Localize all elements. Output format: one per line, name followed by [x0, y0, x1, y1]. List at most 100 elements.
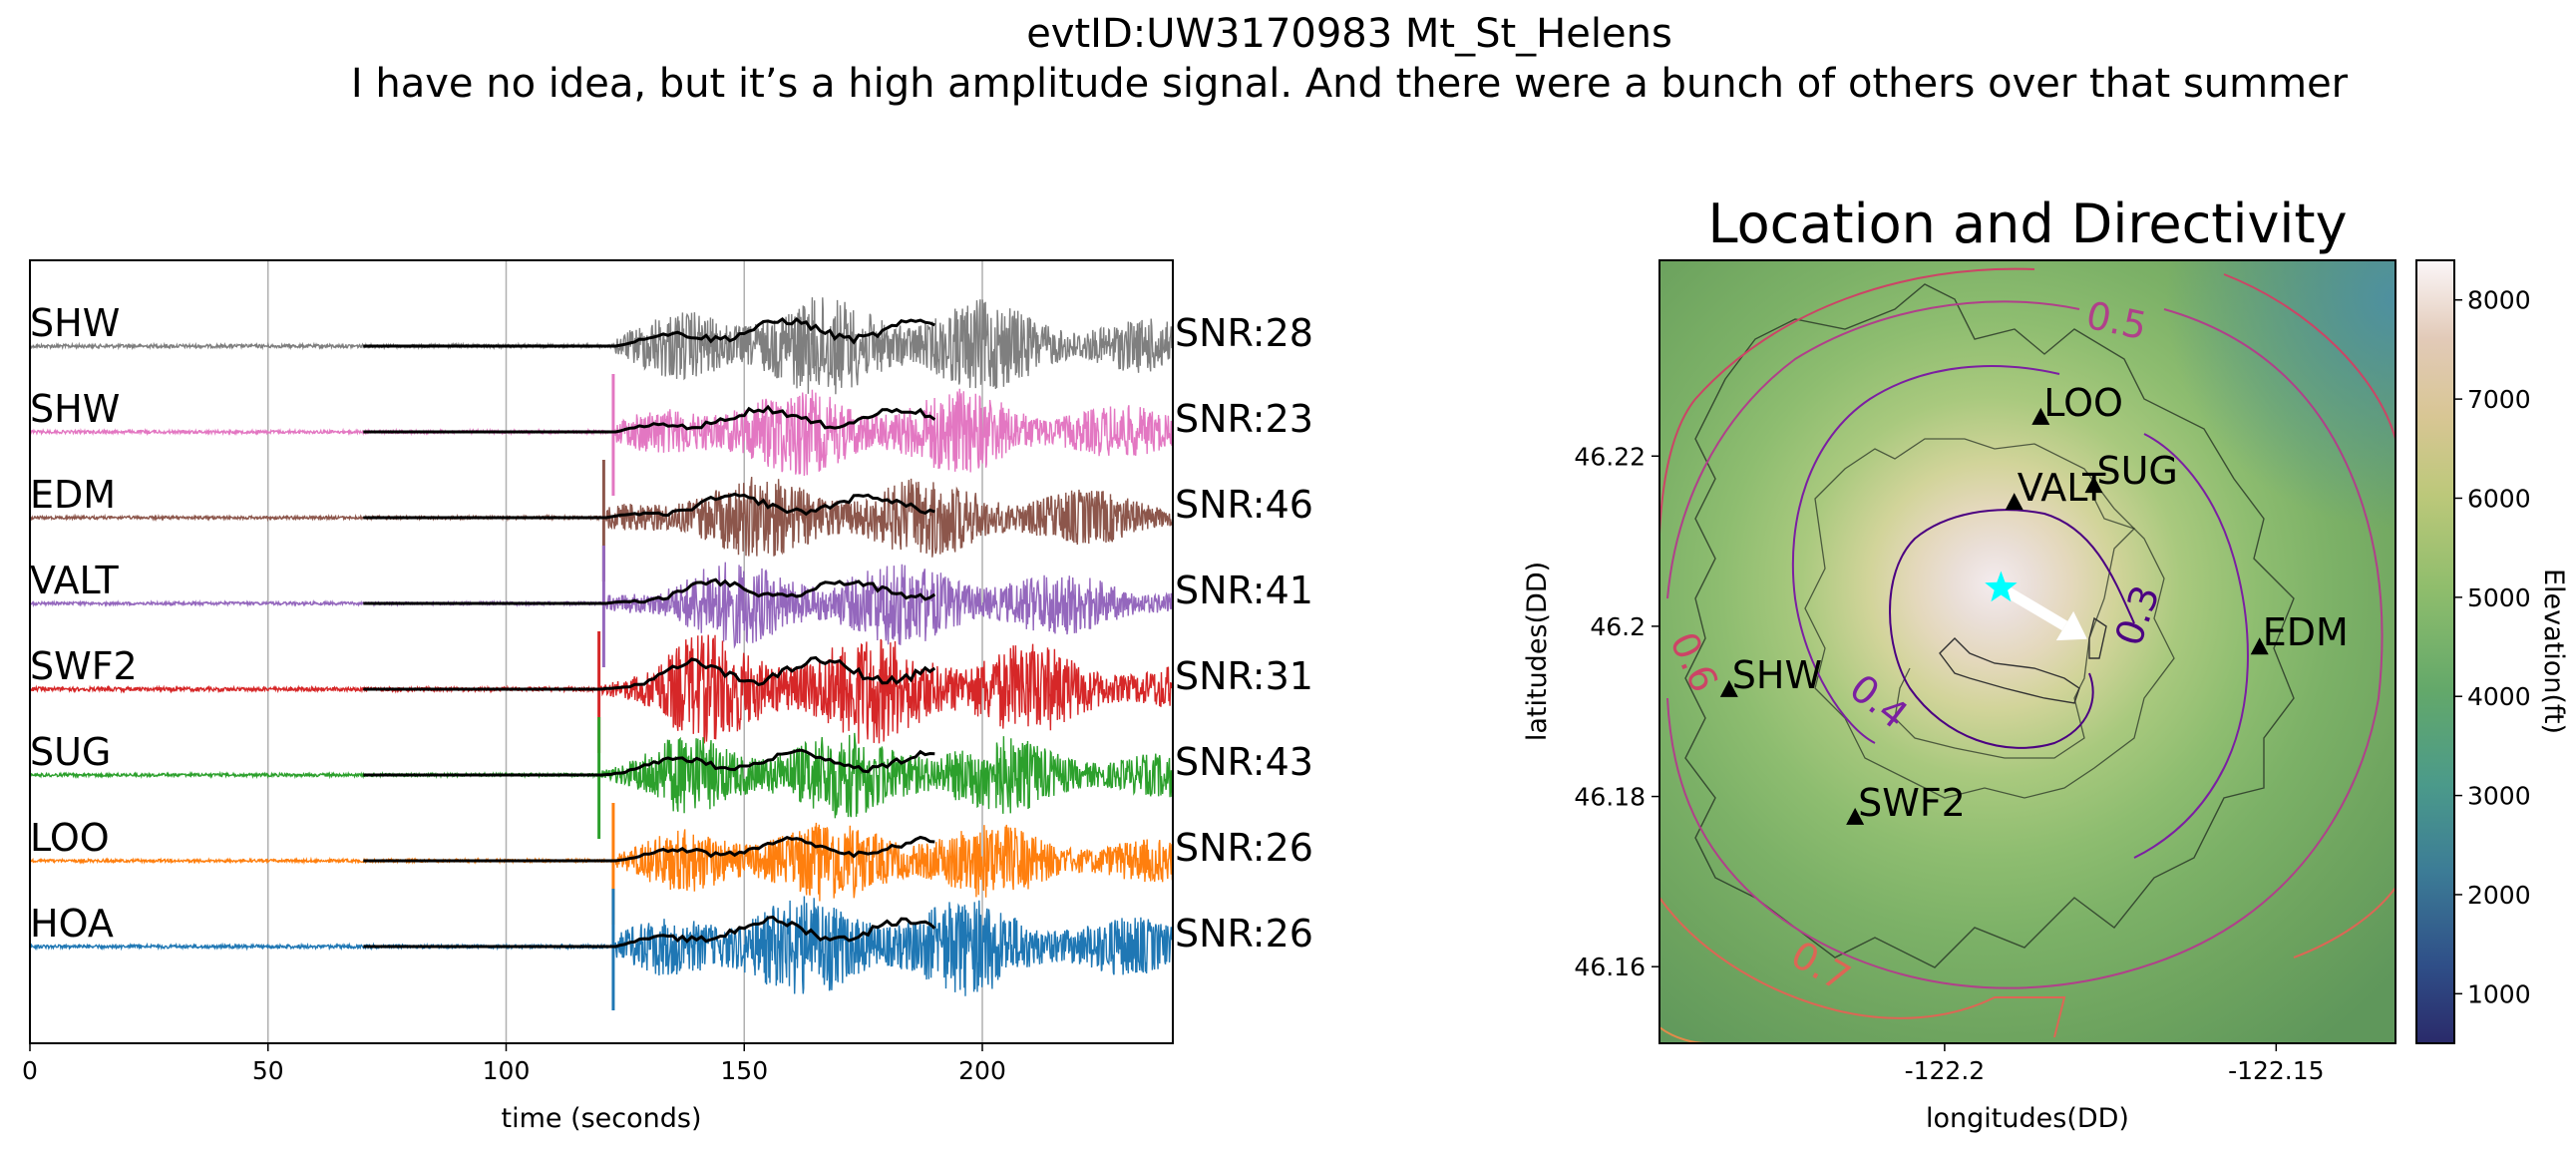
directivity-contour-0.6b	[2223, 273, 2395, 440]
snr-label: SNR:26	[1175, 826, 1313, 870]
station-name: VALT	[2018, 466, 2106, 510]
elevation-contour-inner	[1894, 498, 2136, 759]
envelope-overlay	[363, 915, 936, 949]
figure-title-line1: evtID:UW3170983 Mt_St_Helens	[1026, 11, 1672, 57]
directivity-contour-0.3	[1889, 509, 2135, 749]
colorbar-tick-label: 4000	[2467, 682, 2531, 711]
colorbar	[2415, 259, 2455, 1044]
trace-shw-1	[30, 374, 1173, 496]
station-triangle-icon	[1846, 807, 1865, 825]
station-triangle-icon	[2005, 493, 2024, 511]
map-xtick-label: -122.2	[1905, 1056, 1986, 1085]
station-name: SUG	[2096, 449, 2177, 493]
colorbar-ticks: 1000 2000 3000 4000 5000 6000 7000 8000	[2454, 286, 2531, 1008]
map-ytick-label: 46.22	[1574, 442, 1646, 471]
map-xtick-label: -122.15	[2228, 1056, 2325, 1085]
trace-loo-6	[30, 803, 1173, 925]
station-name: EDM	[2263, 610, 2349, 654]
station-triangle-icon	[2250, 637, 2269, 655]
snr-label: SNR:43	[1175, 740, 1313, 784]
snr-label: SNR:26	[1175, 912, 1313, 956]
elevation-contour-outer	[1684, 283, 2295, 968]
event-star	[1985, 571, 2018, 602]
tick-label-0: 0	[22, 1056, 38, 1085]
snr-label: SNR:23	[1175, 397, 1313, 441]
colorbar-tick-label: 1000	[2467, 979, 2531, 1008]
station-valt: VALT	[2005, 466, 2106, 511]
map-panel: Location and Directivity 0.3 0.4 0.5	[1522, 192, 2569, 1134]
colorbar-tick-label: 8000	[2467, 286, 2531, 315]
colorbar-tick-label: 7000	[2467, 385, 2531, 414]
snr-label: SNR:31	[1175, 654, 1313, 698]
station-label: SHW	[30, 387, 120, 431]
tick-label-100: 100	[483, 1056, 531, 1085]
envelope-overlay	[363, 835, 935, 863]
directivity-contour-0.5	[1666, 300, 2080, 599]
trace-plot-area	[30, 297, 1173, 1010]
colorbar-tick-label: 3000	[2467, 782, 2531, 811]
directivity-contour-0.7	[1659, 897, 2066, 1038]
station-triangle-icon	[2084, 476, 2103, 494]
envelope-overlay	[363, 316, 935, 348]
map-ytick-label: 46.2	[1590, 612, 1646, 641]
station-loo: LOO	[2031, 381, 2123, 425]
map-title: Location and Directivity	[1707, 192, 2347, 255]
directivity-contour-0.5b	[1666, 308, 2384, 989]
time-axis-label: time (seconds)	[501, 1103, 701, 1134]
envelope-overlay	[363, 655, 936, 691]
station-name: SWF2	[1858, 781, 1966, 825]
station-sug: SUG	[2084, 449, 2178, 494]
directivity-contour-0.7b	[2293, 887, 2395, 959]
station-label: VALT	[30, 559, 119, 602]
directivity-contour-0.4	[1791, 365, 2060, 744]
station-label: SWF2	[30, 644, 138, 688]
station-swf2: SWF2	[1846, 781, 1966, 825]
colorbar-label: Elevation(ft)	[2538, 569, 2569, 734]
station-edm: EDM	[2250, 610, 2349, 655]
trace-edm-2	[30, 460, 1173, 581]
colorbar-tick-label: 6000	[2467, 484, 2531, 513]
elevation-contour-mid	[1804, 438, 2175, 799]
directivity-arrow-head	[2055, 610, 2087, 641]
trace-valt-3	[30, 546, 1173, 667]
waveform	[30, 634, 1173, 744]
map-ytick-label: 46.18	[1574, 783, 1646, 812]
figure-title-line2: I have no idea, but it’s a high amplitud…	[351, 61, 2349, 107]
map-y-axis-label: latitudes(DD)	[1522, 562, 1553, 741]
tick-label-150: 150	[720, 1056, 768, 1085]
envelope-overlay	[363, 404, 936, 434]
envelope-overlay	[363, 748, 935, 777]
station-shw: SHW	[1719, 653, 1822, 697]
station-label: LOO	[30, 816, 110, 860]
tick-label-200: 200	[958, 1056, 1006, 1085]
envelope-overlay	[363, 577, 936, 605]
station-label: SUG	[30, 730, 111, 774]
envelope-overlay	[363, 492, 935, 520]
station-label: SHW	[30, 301, 120, 345]
map-ytick-label: 46.16	[1574, 953, 1646, 981]
map-axes-frame	[1658, 259, 2396, 1044]
map-axis-ticks: -122.2 -122.15 46.16 46.18 46.2 46.22	[1574, 442, 2324, 1085]
snr-label: SNR:41	[1175, 569, 1313, 612]
trace-sug-5	[30, 717, 1173, 839]
seismogram-panel: 0 50 100 150 200 SHW SNR:28 SHW SNR:23 EDM SNR:46…	[22, 259, 1313, 1134]
station-name: SHW	[1732, 653, 1822, 697]
station-label: HOA	[30, 902, 114, 946]
station-triangle-icon	[2031, 407, 2050, 425]
trace-hoa-7	[30, 889, 1173, 1010]
directivity-arrow-shaft	[1998, 582, 2068, 631]
trace-shw-0	[30, 297, 1173, 395]
colorbar-tick-label: 5000	[2467, 583, 2531, 612]
station-triangle-icon	[1719, 679, 1738, 697]
trace-axes-frame	[29, 259, 1174, 1044]
directivity-contour-0.4b	[2133, 433, 2249, 859]
snr-label: SNR:46	[1175, 483, 1313, 527]
snr-label: SNR:28	[1175, 311, 1313, 355]
station-label: EDM	[30, 473, 116, 517]
time-axis-ticks: 0 50 100 150 200	[22, 1043, 1006, 1085]
crater-rim-contour	[1939, 616, 2107, 704]
tick-label-50: 50	[252, 1056, 284, 1085]
